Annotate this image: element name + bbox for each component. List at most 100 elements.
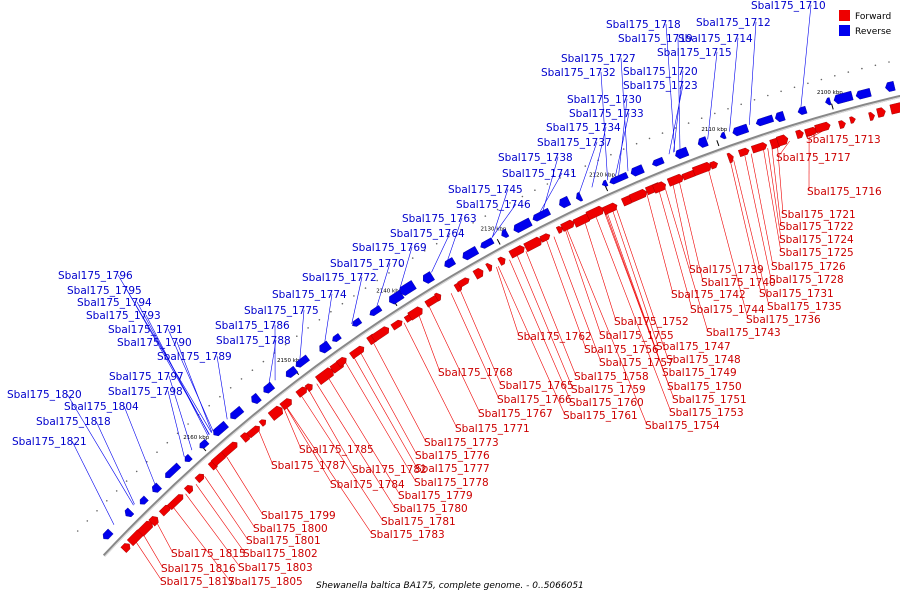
track-dot bbox=[219, 395, 221, 398]
reverse-gene-arrow bbox=[825, 97, 832, 106]
leader-line bbox=[492, 188, 509, 238]
forward-gene-label: Sbal175_1778 bbox=[414, 477, 489, 489]
track-dot bbox=[86, 520, 89, 522]
forward-gene-label: Sbal175_1803 bbox=[238, 562, 313, 574]
forward-gene-label: Sbal175_1756 bbox=[584, 344, 659, 356]
reverse-gene-label: Sbal175_1770 bbox=[330, 258, 405, 270]
forward-gene-label: Sbal175_1801 bbox=[246, 535, 321, 547]
reverse-gene-label: Sbal175_1791 bbox=[108, 324, 183, 336]
reverse-gene-label: Sbal175_1775 bbox=[244, 305, 319, 317]
leader-line bbox=[431, 232, 451, 273]
leader-line bbox=[172, 506, 231, 582]
forward-gene-arrow bbox=[407, 306, 423, 321]
reverse-gene-arrow bbox=[797, 105, 808, 115]
leader-line bbox=[546, 240, 587, 350]
scale-tick-label: 2120 kbp bbox=[589, 173, 615, 179]
track-dot bbox=[251, 369, 254, 372]
track-dot bbox=[115, 490, 118, 492]
leader-line bbox=[584, 221, 617, 322]
forward-gene-arrow bbox=[246, 425, 260, 439]
leader-line bbox=[176, 341, 213, 433]
legend-swatch-forward bbox=[839, 10, 850, 21]
reverse-gene-label: Sbal175_1804 bbox=[64, 401, 139, 413]
reverse-gene-arrow bbox=[295, 354, 311, 368]
leader-line bbox=[604, 212, 675, 400]
leader-line bbox=[185, 493, 241, 568]
leader-line bbox=[446, 217, 463, 264]
track-dot bbox=[571, 171, 574, 173]
forward-gene-arrow bbox=[457, 277, 470, 288]
track-dot bbox=[435, 242, 438, 245]
track-dot bbox=[714, 112, 716, 115]
track-dot bbox=[622, 148, 625, 150]
leader-line bbox=[708, 169, 749, 320]
leader-line bbox=[403, 322, 458, 429]
forward-gene-arrow bbox=[876, 107, 886, 118]
leader-line bbox=[376, 262, 391, 308]
reverse-gene-label: Sbal175_1732 bbox=[541, 67, 616, 79]
leader-line bbox=[730, 160, 762, 294]
leader-line bbox=[673, 70, 684, 153]
track-dot bbox=[648, 137, 651, 140]
track-dot bbox=[330, 310, 332, 313]
leader-line bbox=[360, 351, 418, 456]
leader-line bbox=[539, 172, 563, 213]
reverse-gene-label: Sbal175_1820 bbox=[7, 389, 82, 401]
forward-gene-label: Sbal175_1753 bbox=[669, 407, 744, 419]
reverse-gene-arrow bbox=[389, 289, 405, 305]
leader-line bbox=[553, 236, 602, 363]
leader-line bbox=[763, 149, 782, 253]
label-leader-lines bbox=[66, 4, 823, 582]
leader-line bbox=[285, 407, 333, 485]
track-dot bbox=[400, 264, 402, 267]
forward-gene-label: Sbal175_1748 bbox=[666, 354, 741, 366]
forward-gene-arrow bbox=[304, 383, 313, 392]
reverse-gene-label: Sbal175_1797 bbox=[109, 371, 184, 383]
reverse-gene-label: Sbal175_1794 bbox=[77, 297, 152, 309]
scale-tick bbox=[604, 185, 609, 192]
track-dot bbox=[874, 64, 877, 67]
leader-line bbox=[308, 389, 355, 470]
reverse-gene-label: Sbal175_1774 bbox=[272, 289, 347, 301]
leader-line bbox=[258, 429, 274, 466]
leader-line bbox=[145, 314, 209, 436]
reverse-gene-arrow bbox=[601, 179, 609, 187]
track-dot bbox=[423, 250, 426, 252]
track-dot bbox=[460, 228, 462, 231]
reverse-gene-arrow bbox=[423, 271, 435, 284]
leader-line bbox=[620, 57, 629, 172]
reverse-gene-label: Sbal175_1772 bbox=[302, 272, 377, 284]
forward-gene-label: Sbal175_1802 bbox=[243, 548, 318, 560]
leader-line bbox=[283, 408, 302, 450]
track-dot bbox=[584, 165, 587, 167]
forward-gene-arrow bbox=[628, 188, 648, 203]
reverse-gene-label: Sbal175_1723 bbox=[623, 80, 698, 92]
forward-gene-arrow bbox=[434, 292, 442, 302]
forward-gene-label: Sbal175_1785 bbox=[299, 444, 374, 456]
forward-gene-label: Sbal175_1815 bbox=[171, 548, 246, 560]
track-dot bbox=[284, 343, 287, 346]
reverse-gene-arrow bbox=[732, 123, 750, 137]
leader-line bbox=[167, 390, 185, 457]
reverse-gene-label: Sbal175_1789 bbox=[157, 351, 232, 363]
forward-gene-arrow bbox=[194, 473, 204, 484]
leader-line bbox=[771, 146, 782, 227]
forward-gene-label: Sbal175_1726 bbox=[771, 261, 846, 273]
reverse-gene-arrow bbox=[775, 110, 786, 123]
track-dot bbox=[521, 195, 524, 198]
track-dot bbox=[509, 202, 511, 204]
forward-gene-arrow bbox=[814, 121, 831, 134]
leader-line bbox=[418, 313, 441, 373]
track-dot bbox=[364, 287, 367, 289]
forward-gene-arrow bbox=[539, 233, 551, 243]
leader-line bbox=[373, 342, 427, 443]
reverse-gene-label: Sbal175_1710 bbox=[751, 0, 826, 12]
forward-gene-label: Sbal175_1767 bbox=[478, 408, 553, 420]
track-dot bbox=[376, 279, 379, 282]
track-dot bbox=[753, 99, 756, 101]
reverse-gene-arrow bbox=[719, 131, 727, 140]
forward-gene-label: Sbal175_1799 bbox=[261, 510, 336, 522]
forward-gene-label: Sbal175_1777 bbox=[415, 463, 490, 475]
reverse-gene-arrow bbox=[444, 257, 457, 269]
reverse-gene-arrow bbox=[184, 453, 193, 462]
